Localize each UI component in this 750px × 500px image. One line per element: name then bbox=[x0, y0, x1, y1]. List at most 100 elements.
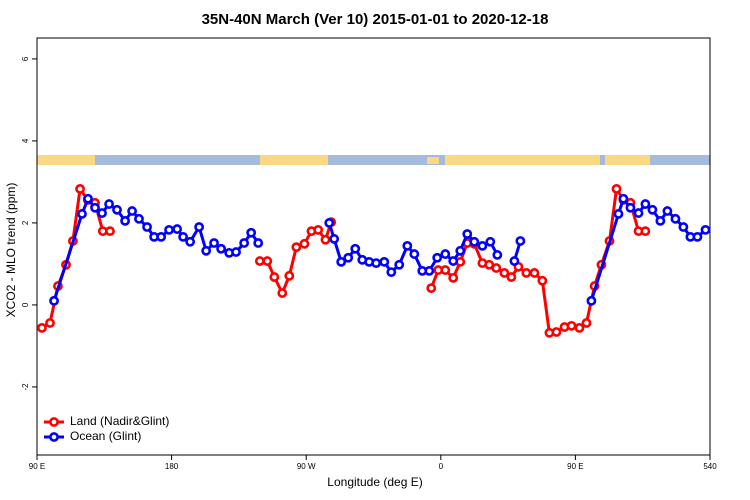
data-point bbox=[90, 202, 100, 213]
data-point bbox=[164, 224, 174, 235]
legend-label: Ocean (Glint) bbox=[70, 429, 141, 443]
data-point bbox=[194, 222, 205, 232]
data-point bbox=[506, 272, 517, 282]
data-point bbox=[45, 318, 55, 328]
data-point bbox=[394, 259, 405, 270]
data-point bbox=[462, 229, 473, 239]
data-point bbox=[277, 288, 288, 298]
data-point bbox=[83, 193, 93, 204]
data-point bbox=[254, 256, 265, 266]
data-point bbox=[269, 272, 280, 282]
data-point bbox=[678, 222, 689, 232]
x-tick-label: 0 bbox=[439, 462, 444, 471]
data-point bbox=[324, 218, 335, 228]
x-tick-label: 90 E bbox=[567, 462, 583, 471]
x-tick-label: 180 bbox=[165, 462, 179, 471]
data-point bbox=[104, 199, 114, 209]
data-point bbox=[670, 213, 681, 224]
data-point bbox=[127, 206, 138, 216]
data-point bbox=[424, 265, 435, 276]
data-point bbox=[611, 183, 622, 194]
data-point bbox=[509, 256, 520, 266]
data-point bbox=[655, 215, 666, 226]
data-point bbox=[185, 236, 196, 247]
legend-marker bbox=[49, 432, 59, 442]
data-point bbox=[574, 322, 585, 333]
data-point bbox=[551, 327, 562, 337]
data-point bbox=[246, 227, 257, 238]
data-point bbox=[77, 209, 87, 219]
y-tick-label: 4 bbox=[21, 138, 30, 143]
x-tick-label: 90 E bbox=[29, 462, 45, 471]
data-point bbox=[448, 272, 459, 283]
data-point bbox=[253, 238, 264, 248]
y-tick-label: 0 bbox=[21, 302, 30, 307]
data-point bbox=[156, 231, 167, 242]
data-point bbox=[386, 267, 397, 278]
data-point bbox=[625, 202, 636, 213]
data-point bbox=[313, 224, 324, 235]
legend-label: Land (Nadir&Glint) bbox=[70, 414, 169, 428]
data-point bbox=[692, 231, 703, 242]
data-point bbox=[172, 224, 183, 234]
data-point bbox=[537, 275, 548, 286]
data-point bbox=[178, 231, 189, 242]
land-ocean-strip bbox=[37, 155, 710, 165]
data-point bbox=[343, 252, 354, 263]
data-point bbox=[529, 268, 540, 278]
data-point bbox=[440, 265, 451, 275]
data-point bbox=[477, 240, 488, 251]
data-point bbox=[515, 236, 526, 246]
data-point bbox=[485, 236, 496, 247]
data-point bbox=[402, 240, 413, 251]
data-point bbox=[432, 252, 443, 263]
y-tick-label: 6 bbox=[21, 56, 30, 61]
plot-frame bbox=[36, 37, 711, 456]
legend-marker bbox=[49, 417, 59, 427]
data-point bbox=[409, 249, 420, 259]
data-point bbox=[640, 226, 651, 237]
data-point bbox=[239, 238, 250, 248]
data-point bbox=[379, 256, 390, 267]
data-point bbox=[662, 206, 673, 216]
data-point bbox=[647, 204, 658, 215]
data-point bbox=[440, 249, 451, 259]
chart-title: 35N-40N March (Ver 10) 2015-01-01 to 202… bbox=[202, 11, 549, 28]
data-point bbox=[120, 215, 130, 226]
data-point bbox=[640, 199, 651, 209]
data-point bbox=[700, 224, 711, 235]
data-point bbox=[521, 268, 532, 278]
data-point bbox=[209, 238, 219, 248]
data-point bbox=[586, 295, 597, 306]
y-tick-label: 2 bbox=[21, 220, 30, 225]
data-point bbox=[448, 256, 459, 266]
data-point bbox=[469, 236, 480, 247]
data-point bbox=[112, 204, 122, 215]
data-point bbox=[37, 322, 47, 333]
data-point bbox=[350, 243, 361, 254]
data-point bbox=[499, 268, 510, 278]
x-tick-label: 90 W bbox=[297, 462, 316, 471]
data-point bbox=[97, 208, 107, 218]
y-axis-label: XCO2 - MLO trend (ppm) bbox=[4, 183, 18, 318]
data-point bbox=[371, 258, 382, 269]
data-point bbox=[618, 193, 629, 204]
data-point bbox=[491, 263, 502, 273]
data-point bbox=[201, 245, 212, 256]
data-point bbox=[566, 320, 577, 331]
data-point bbox=[291, 242, 302, 253]
x-axis-label: Longitude (deg E) bbox=[327, 475, 422, 489]
data-point bbox=[105, 226, 115, 237]
data-point bbox=[134, 213, 144, 224]
y-tick-label: -2 bbox=[21, 383, 30, 391]
data-point bbox=[231, 247, 241, 257]
data-point bbox=[613, 209, 624, 219]
x-tick-label: 540 bbox=[703, 462, 717, 471]
data-point bbox=[581, 318, 592, 328]
data-point bbox=[49, 295, 59, 306]
data-point bbox=[320, 234, 331, 245]
data-point bbox=[216, 243, 227, 254]
data-point bbox=[426, 283, 437, 294]
series-line bbox=[589, 195, 707, 302]
